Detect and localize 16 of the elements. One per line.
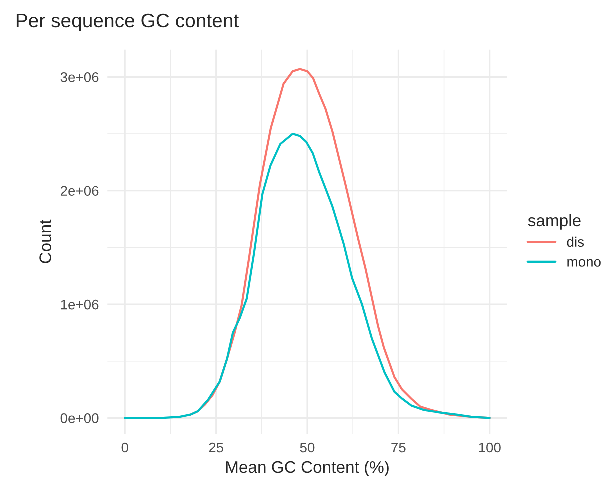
- x-tick-label: 25: [209, 442, 224, 453]
- y-tick-label: 3e+06: [60, 72, 99, 82]
- chart-title: Per sequence GC content: [16, 14, 239, 32]
- y-axis-title: Count: [40, 220, 52, 264]
- x-axis-title: Mean GC Content (%): [226, 460, 389, 476]
- legend-label: dis: [567, 236, 584, 248]
- y-tick-label: 1e+06: [61, 300, 99, 310]
- x-tick-label: 75: [392, 442, 406, 453]
- legend-title: sample: [528, 214, 581, 230]
- legend-label: mono: [568, 259, 601, 267]
- y-tick-label: 2e+06: [60, 186, 99, 196]
- x-tick-label: 100: [479, 442, 501, 453]
- line-series: [124, 132, 491, 420]
- x-tick-label: 0: [122, 442, 128, 453]
- x-tick-label: 50: [300, 442, 315, 453]
- y-tick-label: 0e+00: [60, 414, 99, 424]
